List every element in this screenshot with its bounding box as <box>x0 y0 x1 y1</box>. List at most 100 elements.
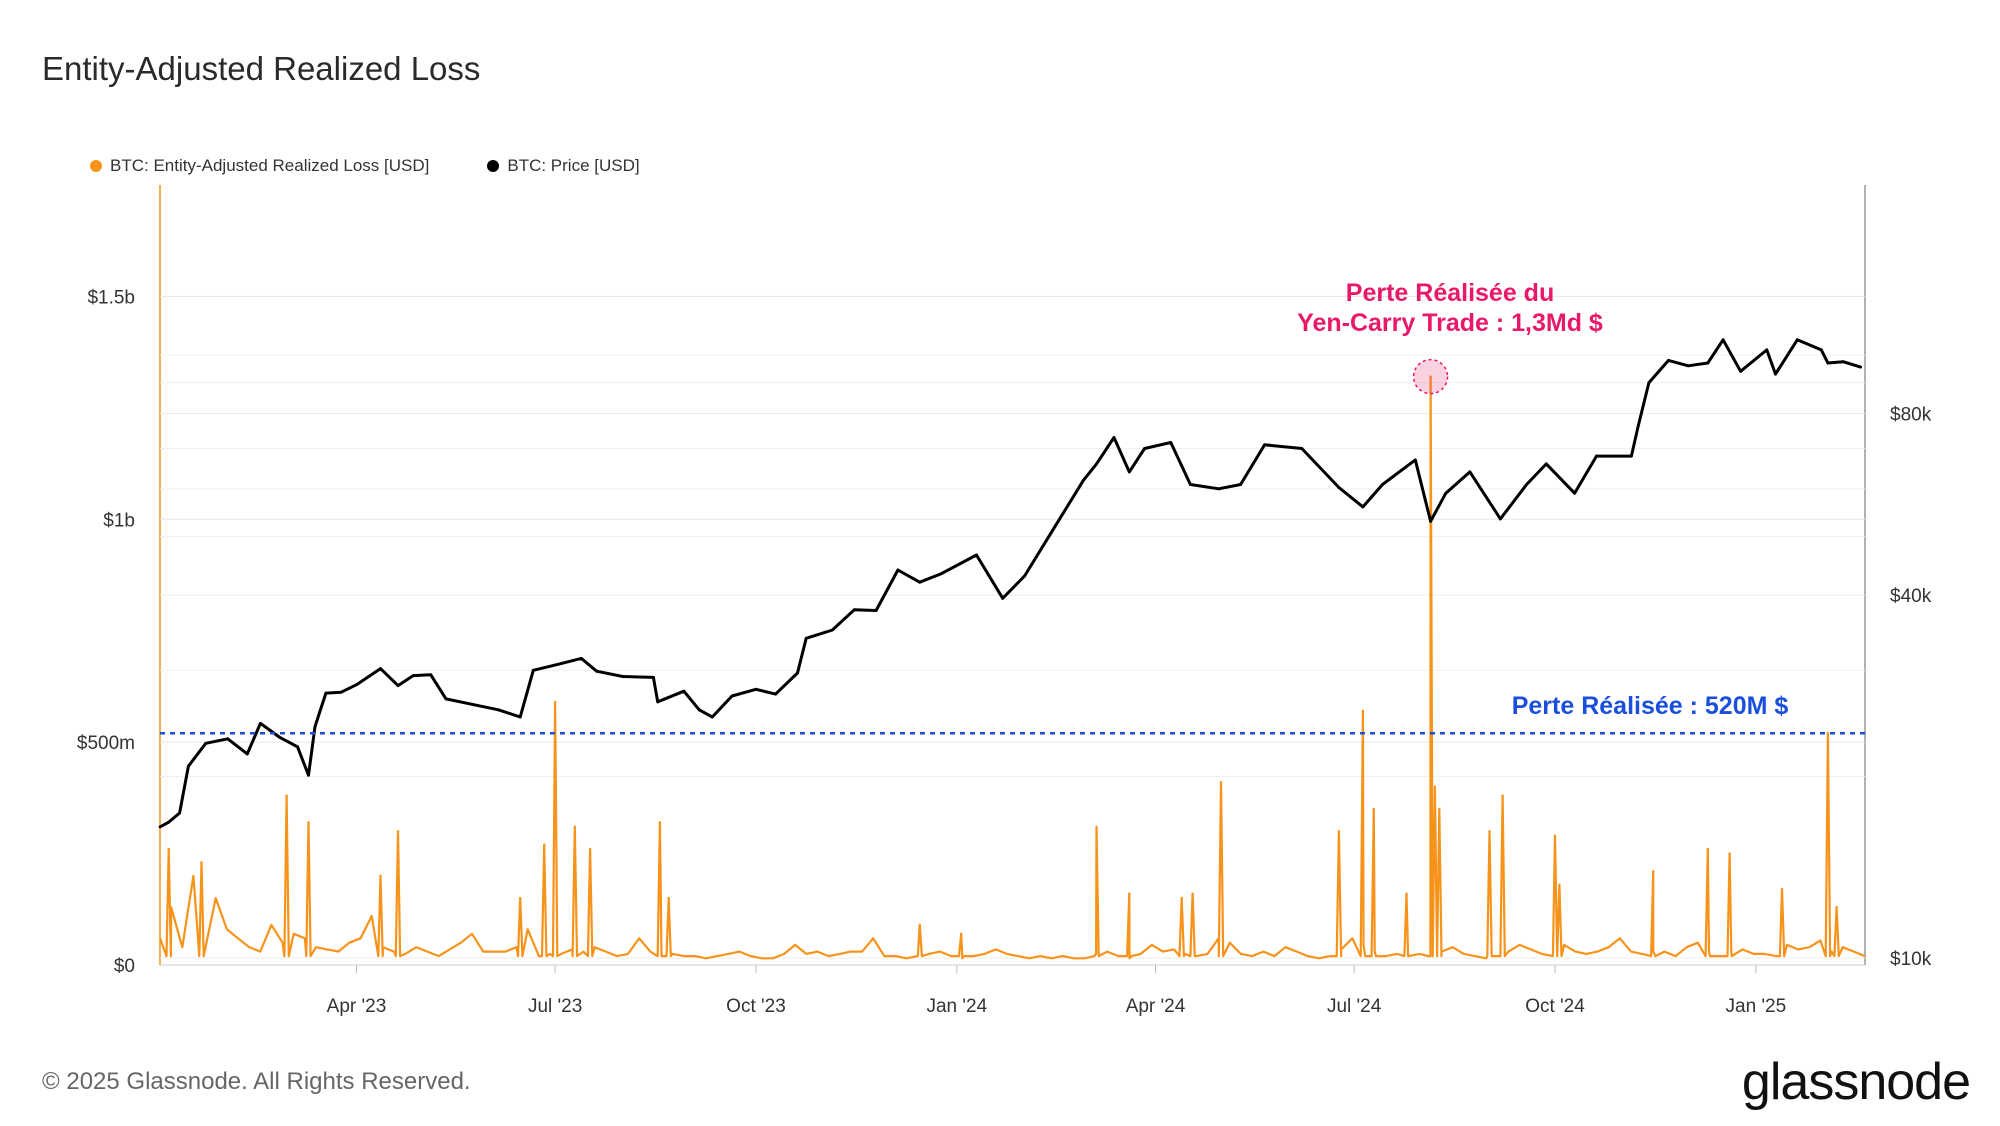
data-point-price <box>1361 505 1365 509</box>
data-point-price <box>1263 443 1267 447</box>
y-right-tick-label: $40k <box>1890 586 1932 607</box>
y-right-tick-label: $80k <box>1890 405 1932 426</box>
data-point-price <box>730 694 734 698</box>
y-right-tick-label: $10k <box>1890 949 1932 970</box>
data-point-price <box>1721 338 1725 342</box>
data-point-loss-spike <box>553 700 557 704</box>
data-point-price <box>1239 483 1243 486</box>
data-point-price <box>1082 478 1085 482</box>
data-point-loss-spike <box>1219 781 1223 784</box>
data-point-loss-spike <box>307 821 310 824</box>
data-point-price <box>531 668 535 672</box>
data-point-loss-spike <box>1826 732 1830 735</box>
data-point-price <box>1381 483 1384 486</box>
data-point-price <box>1647 381 1651 385</box>
legend-item-realized-loss[interactable]: BTC: Entity-Adjusted Realized Loss [USD] <box>90 156 429 176</box>
data-point-loss-spike <box>396 830 400 833</box>
data-point-price <box>874 609 878 612</box>
legend-dot-realized-loss <box>90 160 102 172</box>
data-point-loss-spike <box>1488 830 1491 833</box>
x-tick-label: Jan '24 <box>926 996 987 1017</box>
data-point-loss-spike <box>588 847 592 851</box>
data-point-loss-spike <box>379 874 382 878</box>
data-point-price <box>1112 436 1116 439</box>
data-point-loss-spike <box>1372 807 1376 811</box>
glassnode-logo: glassnode <box>1741 1053 1971 1111</box>
data-point-price <box>1189 483 1192 486</box>
data-point-price <box>379 667 382 670</box>
data-point-price <box>1127 470 1131 474</box>
data-point-loss-spike <box>1337 830 1341 833</box>
data-point-loss-spike <box>1780 888 1784 891</box>
data-point-price <box>918 580 922 584</box>
data-point-price <box>167 820 171 824</box>
data-point-loss-spike <box>1128 892 1131 895</box>
series-line-btc-price <box>159 338 1862 829</box>
data-point-loss-spike <box>519 896 522 900</box>
data-point-price <box>1859 365 1863 369</box>
data-point-price <box>1444 491 1448 495</box>
data-point-price <box>1795 338 1799 342</box>
data-point-price <box>396 684 400 688</box>
copyright-footer: © 2025 Glassnode. All Rights Reserved. <box>42 1068 471 1095</box>
data-point-price <box>1143 447 1146 450</box>
data-point-price <box>158 825 162 829</box>
data-point-price <box>975 553 978 557</box>
data-point-price <box>313 725 317 728</box>
data-point-loss-spike <box>918 923 921 927</box>
data-point-price <box>296 745 299 749</box>
data-point-price <box>1169 441 1173 444</box>
data-point-loss-spike <box>1405 892 1408 895</box>
data-point-loss-spike <box>1433 785 1437 788</box>
data-point-price <box>1337 486 1341 489</box>
data-point-price <box>518 715 522 719</box>
data-point-price <box>1217 487 1221 491</box>
data-point-loss-spike <box>959 932 963 935</box>
data-point-price <box>651 676 655 679</box>
data-point-price <box>682 689 686 693</box>
annotation-peak-label: Perte Réalisée du Yen-Carry Trade : 1,3M… <box>1240 278 1660 338</box>
data-point-price <box>1023 574 1026 578</box>
data-point-price <box>1739 369 1742 373</box>
data-point-price <box>1630 454 1633 458</box>
data-point-price <box>226 737 230 741</box>
data-point-loss-spike <box>573 825 576 829</box>
data-point-price <box>496 708 500 712</box>
data-point-price <box>896 568 900 572</box>
data-point-loss-spike <box>658 821 662 824</box>
legend: BTC: Entity-Adjusted Realized Loss [USD]… <box>90 156 640 176</box>
x-tick-label: Jul '23 <box>528 996 582 1017</box>
data-point-price <box>444 697 448 701</box>
data-point-price <box>1706 361 1710 365</box>
data-point-price <box>1573 491 1577 495</box>
data-point-price <box>324 691 328 695</box>
legend-item-price[interactable]: BTC: Price [USD] <box>487 156 640 176</box>
data-point-loss-spike <box>200 861 203 864</box>
data-point-price <box>553 663 557 667</box>
data-point-loss-spike <box>1361 709 1365 713</box>
data-point-loss-spike <box>1652 870 1655 873</box>
data-point-price <box>1095 462 1098 466</box>
data-point-price <box>621 675 625 678</box>
data-point-loss-spike <box>1429 375 1432 378</box>
x-tick-label: Apr '23 <box>327 996 387 1017</box>
data-point-price <box>1544 462 1548 466</box>
x-tick-label: Jul '24 <box>1327 996 1382 1017</box>
peak-marker-circle <box>1412 358 1449 395</box>
data-point-loss-spike <box>1095 825 1098 829</box>
data-point-price <box>1774 372 1777 376</box>
x-tick-label: Apr '24 <box>1126 996 1186 1017</box>
data-point-price <box>355 683 358 687</box>
data-point-loss-spike <box>1558 883 1561 886</box>
data-point-loss-spike <box>167 847 170 851</box>
data-point-price <box>178 811 182 815</box>
data-point-price <box>1686 364 1690 368</box>
data-point-price <box>1841 360 1845 364</box>
y-left-tick-label: $500m <box>77 733 135 754</box>
y-left-tick-label: $1b <box>103 510 135 531</box>
series-line-realized-loss <box>158 375 1866 960</box>
data-point-loss-spike <box>1835 905 1838 909</box>
data-point-price <box>204 741 208 745</box>
data-point-price <box>852 608 856 612</box>
